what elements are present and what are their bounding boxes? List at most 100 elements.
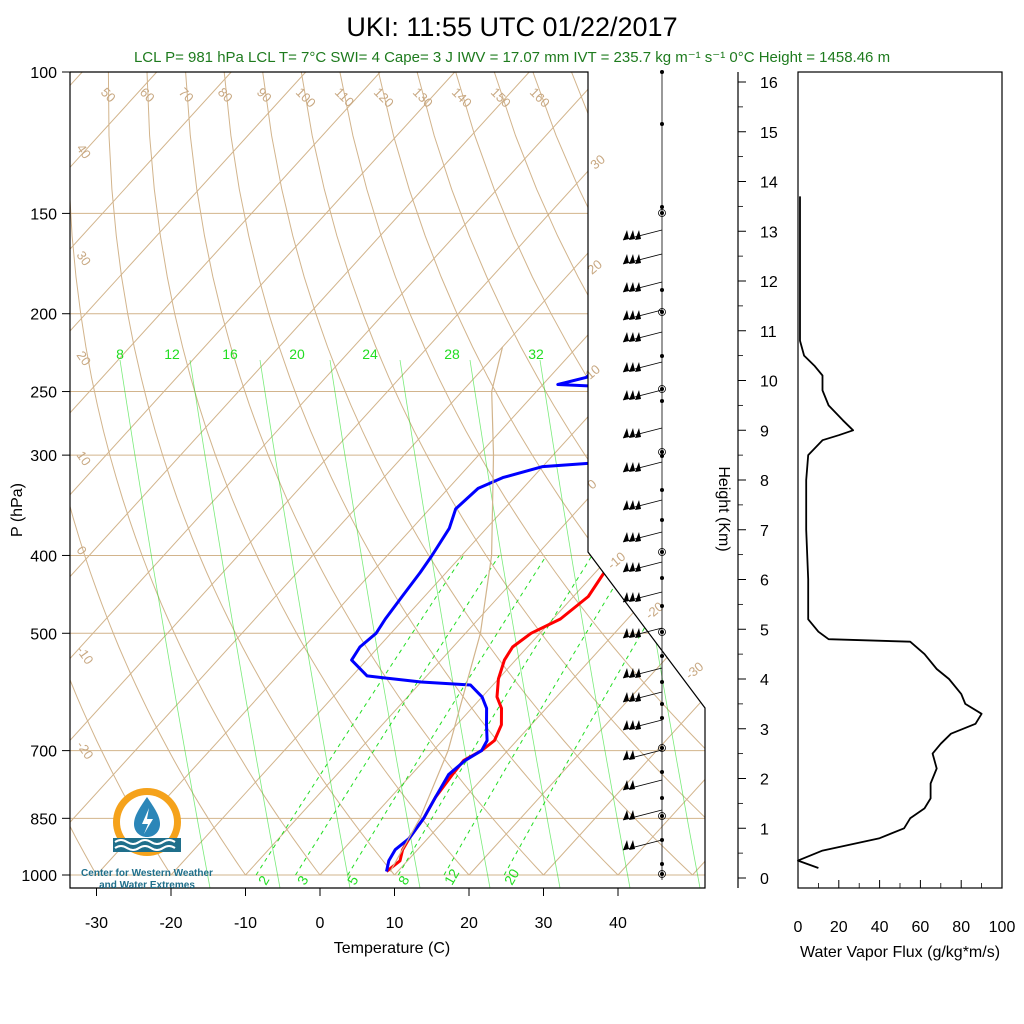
wind-barb-flag [623, 668, 629, 678]
y-tick-label: 250 [30, 385, 57, 402]
isotherm-left-label: -20 [74, 738, 97, 762]
barb-level-circle [658, 812, 666, 820]
wind-barb-flag [623, 810, 629, 820]
barb-level-dot [660, 399, 664, 403]
logo: Center for Western Weather and Water Ext… [81, 788, 213, 891]
isotherm-line [692, 72, 705, 876]
barb-level-dot [660, 604, 664, 608]
wind-barb-flag [629, 332, 635, 342]
isotherm-line [170, 72, 705, 876]
y-tick-label: 100 [30, 65, 57, 82]
height-axis-label: Height (Km) [715, 466, 732, 551]
y-tick-label: 300 [30, 448, 57, 465]
wind-barb-flag [623, 230, 629, 240]
dry-adiabat-line [726, 72, 1024, 875]
wind-barbs [622, 70, 666, 880]
flux-panel-frame [797, 71, 1003, 889]
flux-x-axis-label: Water Vapor Flux (g/kg*m/s) [800, 944, 1000, 961]
wind-barb-flag [623, 780, 629, 790]
wind-barb-flag [635, 332, 641, 342]
mixing-ratio-top-label: 28 [444, 346, 460, 362]
dry-adiabat-line [70, 72, 321, 876]
isotherm-line [70, 72, 530, 876]
logo-text-line2: and Water Extremes [99, 880, 195, 891]
isotherm-right-label: -30 [682, 659, 706, 683]
x-axis-label: Temperature (C) [334, 940, 450, 957]
barb-level-dot [660, 70, 664, 74]
x-tick-label: 30 [535, 915, 553, 932]
wind-barb-flag [629, 390, 635, 400]
wind-barb-staff [622, 427, 663, 439]
wind-barb-flag [629, 780, 635, 790]
skew-t-frame [69, 71, 706, 889]
height-tick-label: 12 [760, 274, 778, 291]
flux-x-tick-label: 60 [912, 919, 930, 936]
barb-level-dot [660, 288, 664, 292]
dry-adiabat-line [146, 72, 470, 876]
wind-barb-staff [622, 461, 663, 473]
isotherm-line [468, 72, 705, 876]
mixing-ratio-top-label: 12 [164, 346, 180, 362]
chart-subtitle: LCL P= 981 hPa LCL T= 7°C SWI= 4 Cape= 3… [134, 49, 890, 66]
wind-barb-flag [635, 462, 641, 472]
isotherm-line [70, 72, 307, 876]
wind-barb-flag [629, 668, 635, 678]
dry-adiabat-line [609, 72, 705, 876]
dry-adiabat-line [107, 72, 395, 876]
y-axis-label: P (hPa) [9, 483, 26, 537]
wind-barb-flag [629, 282, 635, 292]
wind-barb-flag [629, 462, 635, 472]
barb-level-dot [660, 630, 664, 634]
x-tick-label: 40 [609, 915, 627, 932]
height-tick-label: 6 [760, 573, 769, 590]
flux-x-tick-label: 100 [989, 919, 1016, 936]
barb-level-dot [660, 702, 664, 706]
wind-barb-flag [629, 362, 635, 372]
barb-level-dot [660, 654, 664, 658]
y-tick-label: 200 [30, 307, 57, 324]
mixing-ratio-top-label: 16 [222, 346, 238, 362]
wind-barb-flag [623, 362, 629, 372]
height-tick-label: 7 [760, 523, 769, 540]
barb-level-dot [660, 310, 664, 314]
mixing-ratio-line [255, 555, 464, 876]
mixing-ratio-line [443, 555, 634, 876]
wind-barb-staff [622, 809, 663, 821]
wind-barb-flag [623, 254, 629, 264]
dry-adiabat-line [70, 72, 246, 876]
wind-barb-flag [635, 230, 641, 240]
mixing-ratio-line [347, 555, 547, 876]
wind-barb-staff [622, 229, 663, 241]
height-tick-label: 15 [760, 125, 778, 142]
wind-barb-flag [635, 562, 641, 572]
dry-adiabat-label: 130 [410, 85, 436, 111]
wind-barb-flag [623, 500, 629, 510]
wind-barb-flag [623, 428, 629, 438]
wind-barb-flag [635, 428, 641, 438]
wind-barb-flag [629, 230, 635, 240]
barb-level-dot [660, 518, 664, 522]
mixing-ratio-bottom-label: 20 [501, 866, 523, 888]
height-tick-label: 14 [760, 175, 778, 192]
wind-barb-flag [623, 332, 629, 342]
barb-level-circle [658, 209, 666, 217]
logo-wave-line-2 [114, 845, 176, 851]
isotherm-line [543, 72, 705, 876]
isotherm-right-label: 30 [587, 152, 608, 173]
moist-adiabat-line [259, 359, 351, 888]
parcel-line [389, 346, 504, 872]
wind-barb-flag [629, 428, 635, 438]
isotherm-line [767, 72, 1024, 875]
moist-adiabat-line [539, 359, 631, 888]
barb-level-dot [660, 746, 664, 750]
wind-barb-staff [622, 331, 663, 343]
height-tick-label: 3 [760, 722, 769, 739]
flux-x-tick-label: 40 [871, 919, 889, 936]
wind-barb-flag [635, 362, 641, 372]
x-tick-label: 10 [386, 915, 404, 932]
isotherm-right-label: 10 [582, 362, 603, 383]
dry-adiabat-line [223, 72, 619, 876]
barb-level-dot [660, 211, 664, 215]
